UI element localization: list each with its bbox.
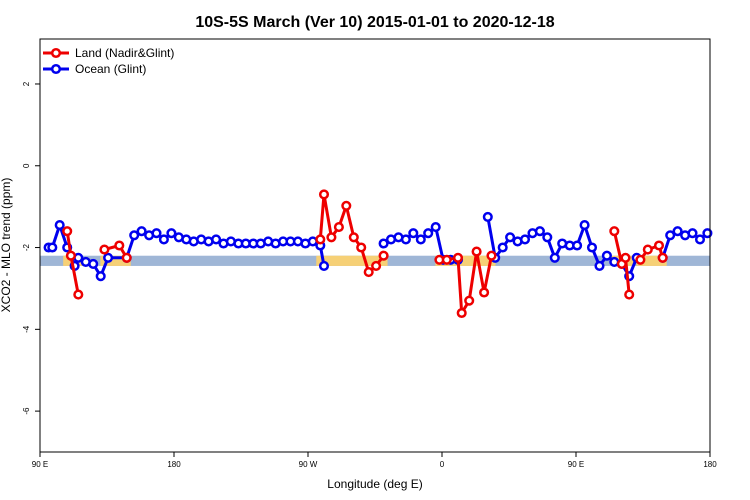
legend-ocean-marker (50, 63, 62, 75)
x-tick-label: 180 (167, 460, 181, 469)
data-point (624, 289, 635, 300)
data-point (363, 267, 374, 278)
data-point (486, 250, 497, 261)
chart-title: 10S-5S March (Ver 10) 2015-01-01 to 2020… (195, 14, 554, 31)
data-point (333, 222, 344, 233)
data-point (497, 242, 508, 253)
data-point (601, 250, 612, 261)
data-point (665, 230, 676, 241)
data-point (378, 250, 389, 261)
data-point (73, 289, 84, 300)
data-point (47, 242, 58, 253)
data-point (315, 234, 326, 245)
data-point (441, 254, 452, 265)
data-point (534, 226, 545, 237)
band-highlight (316, 255, 388, 266)
data-point (672, 226, 683, 237)
y-tick-label: -6 (22, 407, 31, 415)
y-axis: -6 -4 -2 0 2 (22, 81, 40, 415)
x-tick-label: 0 (440, 460, 445, 469)
data-point (694, 234, 706, 245)
data-point (356, 242, 367, 253)
data-point (114, 240, 125, 251)
data-point (452, 252, 464, 263)
data-point (609, 226, 620, 237)
data-point (464, 295, 475, 306)
x-axis: 90 E 180 90 W 0 90 E 180 (32, 452, 717, 469)
data-point (579, 220, 590, 231)
x-axis-label: Longitude (deg E) (327, 477, 422, 491)
series-land (62, 189, 668, 319)
band-highlight (435, 255, 496, 266)
y-axis-label: XCO2 - MLO trend (ppm) (0, 178, 13, 313)
data-point (158, 234, 169, 245)
data-point (341, 200, 352, 211)
data-point (371, 260, 382, 271)
data-point (594, 260, 605, 271)
data-point (549, 252, 560, 263)
data-point (456, 307, 467, 319)
y-tick-label: 0 (22, 163, 31, 168)
data-point (318, 189, 330, 200)
legend: Land (Nadir&Glint) Ocean (Glint) (43, 46, 174, 76)
data-point (423, 228, 434, 239)
data-point (542, 232, 553, 243)
legend-land-label: Land (Nadir&Glint) (75, 46, 174, 60)
data-point (702, 228, 713, 239)
plot-area (40, 189, 713, 319)
plot-frame (39, 38, 711, 453)
data-point (572, 240, 583, 251)
x-tick-label: 90 E (32, 460, 48, 469)
x-tick-label: 90 W (299, 460, 318, 469)
data-point (505, 232, 516, 243)
band-highlight (100, 255, 131, 266)
data-point (211, 234, 222, 245)
data-point (62, 226, 73, 237)
data-point (620, 252, 631, 263)
data-point (121, 252, 132, 263)
data-point (65, 250, 76, 261)
data-point (95, 271, 106, 282)
legend-ocean-label: Ocean (Glint) (75, 62, 146, 76)
data-point (479, 287, 490, 298)
data-point (54, 220, 65, 231)
data-point (99, 244, 110, 255)
data-point (653, 240, 665, 251)
data-point (687, 228, 698, 239)
data-point (166, 228, 177, 239)
data-point (471, 246, 482, 257)
data-point (519, 234, 531, 245)
data-point (326, 232, 337, 243)
series-line (639, 244, 665, 261)
data-point (415, 234, 426, 245)
data-point (408, 228, 419, 239)
data-point (430, 222, 441, 233)
data-point (642, 244, 653, 255)
data-point (136, 226, 147, 237)
data-point (635, 254, 646, 265)
data-point (103, 252, 114, 263)
x-tick-label: 90 E (568, 460, 584, 469)
data-point (400, 234, 411, 245)
data-point (378, 238, 389, 249)
data-point (318, 260, 330, 271)
data-point (129, 230, 140, 241)
y-tick-label: 2 (22, 81, 31, 86)
y-tick-label: -4 (22, 325, 31, 333)
data-point (88, 258, 99, 269)
x-tick-label: 180 (703, 460, 717, 469)
data-point (151, 228, 162, 239)
legend-land-marker (50, 47, 62, 59)
band-highlight (636, 255, 667, 266)
data-point (482, 211, 493, 222)
data-point (657, 252, 668, 263)
data-point (586, 242, 598, 253)
data-point (348, 232, 359, 243)
y-tick-label: -2 (22, 243, 31, 251)
